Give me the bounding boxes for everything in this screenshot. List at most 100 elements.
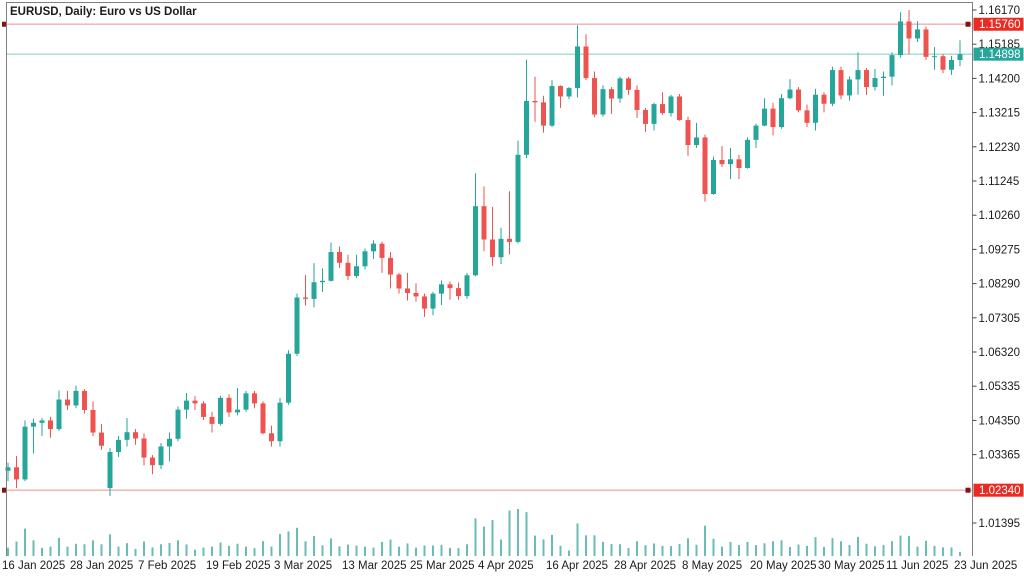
- candle-down: [541, 102, 546, 126]
- price-tick-label: 1.11245: [979, 176, 1020, 188]
- volume-bar: [15, 541, 18, 556]
- candle-up: [549, 86, 555, 126]
- candle-up: [22, 426, 28, 480]
- volume-bar: [398, 546, 400, 556]
- volume-bar: [194, 549, 196, 556]
- candle-up: [430, 293, 436, 309]
- volume-bar: [151, 547, 154, 556]
- volume-bar: [763, 543, 766, 556]
- candle-down: [99, 432, 104, 446]
- volume-bar: [245, 546, 247, 556]
- volume-bar: [109, 534, 111, 556]
- candle-down: [864, 70, 869, 88]
- candle-up: [847, 79, 852, 96]
- candle-up: [651, 104, 657, 124]
- candle-down: [456, 288, 461, 297]
- volume-bar: [959, 552, 961, 556]
- candle-down: [413, 292, 419, 297]
- candle-down: [796, 89, 801, 111]
- candle-down: [532, 100, 538, 103]
- candle-down: [201, 403, 206, 417]
- price-tick-label: 1.05335: [979, 381, 1021, 393]
- candle-up: [881, 76, 886, 79]
- level-lines-layer: [2, 21, 973, 493]
- support-line-right-anchor-marker[interactable]: [965, 487, 971, 493]
- volume-bar: [49, 546, 52, 556]
- volume-bar: [653, 543, 655, 556]
- candle-up: [600, 89, 606, 115]
- price-scale[interactable]: 1.161701.151851.142001.132151.122301.112…: [972, 5, 1024, 530]
- date-tick-label: 23 Jun 2025: [954, 560, 1017, 572]
- volume-bar: [483, 526, 485, 556]
- date-tick-label: 3 Mar 2025: [274, 560, 332, 572]
- volume-bar: [24, 528, 26, 556]
- volume-bar: [882, 545, 885, 556]
- candle-up: [753, 125, 759, 140]
- date-tick-label: 7 Feb 2025: [138, 560, 196, 572]
- resistance-line-left-anchor-marker[interactable]: [2, 21, 7, 27]
- candle-down: [558, 86, 563, 97]
- volume-bar: [755, 545, 757, 556]
- volume-bar: [160, 544, 162, 556]
- resistance-line-right-anchor-marker[interactable]: [965, 21, 971, 27]
- candle-down: [609, 89, 614, 99]
- candle-down: [626, 78, 631, 90]
- price-tick-label: 1.14200: [979, 73, 1021, 85]
- candle-up: [949, 59, 954, 70]
- volume-bar: [168, 542, 171, 556]
- volume-bar: [619, 544, 621, 556]
- volume-bar: [644, 545, 647, 556]
- candle-up: [787, 89, 793, 99]
- volume-bar: [474, 518, 477, 556]
- candle-down: [388, 257, 393, 275]
- time-scale[interactable]: 16 Jan 2025 28 Jan 2025 7 Feb 2025 19 Feb 2…: [2, 560, 1017, 572]
- candle-down: [719, 159, 725, 165]
- candle-up: [957, 54, 963, 60]
- volume-bar: [823, 546, 825, 556]
- candle-down: [90, 409, 96, 433]
- volume-bar: [126, 543, 128, 556]
- candle-up: [294, 297, 300, 354]
- volume-bar: [678, 543, 681, 556]
- candle-down: [507, 238, 512, 242]
- candle-down: [396, 274, 402, 289]
- candle-up: [830, 70, 835, 104]
- volume-bar: [313, 535, 315, 556]
- candle-down: [260, 403, 266, 434]
- price-tick-label: 1.04350: [979, 415, 1021, 427]
- volume-bar: [704, 525, 706, 556]
- volume-bar: [457, 548, 460, 556]
- date-tick-label: 28 Jan 2025: [70, 560, 133, 572]
- candle-down: [923, 29, 929, 57]
- volume-bar: [500, 539, 502, 556]
- volume-bar: [780, 540, 783, 556]
- volume-bar: [891, 541, 893, 556]
- volume-bar: [738, 545, 740, 556]
- candle-down: [422, 296, 427, 309]
- candle-up: [124, 432, 130, 440]
- date-tick-label: 28 Apr 2025: [614, 560, 676, 572]
- candle-down: [447, 284, 453, 289]
- candle-down: [685, 120, 691, 146]
- price-tick-label: 1.10260: [979, 210, 1021, 222]
- support-line-left-anchor-marker[interactable]: [2, 487, 7, 493]
- candle-down: [65, 399, 70, 406]
- volume-bar: [542, 539, 545, 556]
- volume-bar: [347, 544, 349, 556]
- volume-bar: [75, 543, 77, 556]
- volume-bar: [551, 534, 553, 556]
- volume-bar: [534, 535, 536, 556]
- candle-up: [575, 46, 580, 89]
- candle-down: [643, 109, 648, 124]
- volume-bar: [58, 537, 60, 556]
- price-tick-label: 1.03365: [979, 450, 1021, 462]
- candle-down: [269, 433, 274, 442]
- candle-down: [192, 400, 198, 404]
- candle-up: [320, 280, 325, 283]
- candle-up: [439, 284, 444, 294]
- volume-bar: [338, 546, 341, 556]
- volume-bar: [687, 538, 689, 556]
- candle-up: [515, 154, 521, 242]
- volume-bar: [840, 541, 842, 556]
